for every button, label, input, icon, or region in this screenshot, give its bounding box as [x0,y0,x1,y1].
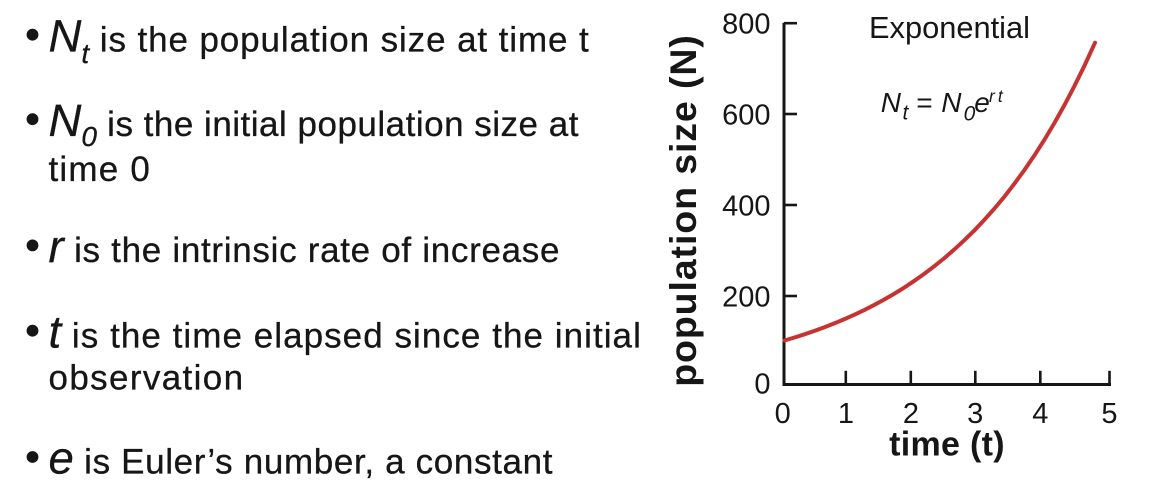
svg-text:t: t [903,102,910,125]
svg-text:rt: rt [989,86,1006,106]
svg-text:=: = [916,87,932,118]
svg-text:t is the time elapsed since th: t is the time elapsed since the initial [49,306,642,357]
svg-text:N0 is the initial population s: N0 is the initial population size at [49,95,579,152]
svg-text:4: 4 [1032,398,1048,430]
svg-text:600: 600 [722,100,770,132]
svg-text:time (t): time (t) [889,426,1005,464]
svg-text:800: 800 [722,9,770,41]
svg-text:Exponential: Exponential [869,10,1030,45]
svg-text:2: 2 [903,398,919,430]
svg-text:5: 5 [1101,398,1117,430]
svg-text:400: 400 [722,191,770,223]
svg-text:3: 3 [967,398,983,430]
svg-text:200: 200 [722,282,770,314]
svg-text:r is the intrinsic rate of inc: r is the intrinsic rate of increase [49,221,561,272]
svg-text:0: 0 [775,398,791,430]
svg-text:N: N [941,87,962,118]
svg-text:observation: observation [49,358,245,397]
svg-text:e: e [974,87,990,118]
svg-text:time 0: time 0 [49,150,152,189]
svg-text:Nt is the population size at t: Nt is the population size at time t [49,10,590,69]
svg-text:population size (N): population size (N) [662,34,704,387]
svg-text:e is Euler’s number, a constan: e is Euler’s number, a constant [49,433,554,484]
svg-text:0: 0 [964,103,976,126]
svg-text:N: N [881,87,902,118]
svg-text:1: 1 [838,398,854,430]
svg-text:0: 0 [754,369,770,401]
